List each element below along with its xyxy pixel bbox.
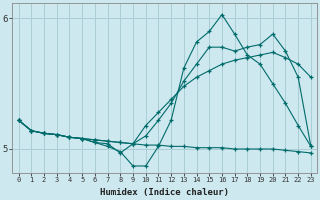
X-axis label: Humidex (Indice chaleur): Humidex (Indice chaleur) (100, 188, 229, 197)
